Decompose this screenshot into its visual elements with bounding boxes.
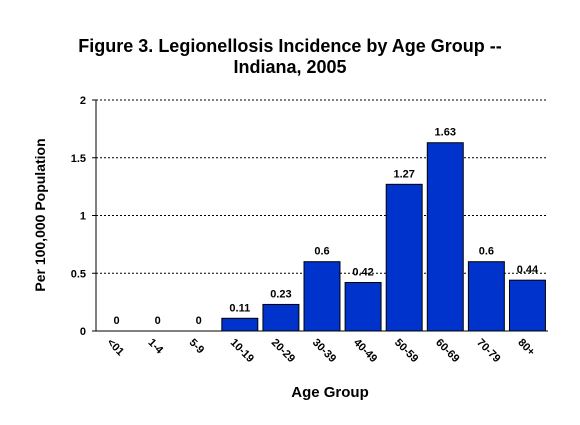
y-tick-labels: 0 0.5 1 1.5 2 (71, 95, 86, 338)
y-tick-label: 1.5 (71, 153, 86, 165)
y-tick-label: 0.5 (71, 268, 86, 280)
axes (92, 99, 548, 332)
x-tick-label: 40-49 (351, 337, 379, 365)
x-tick-label: <01 (104, 337, 126, 359)
bar (426, 142, 464, 332)
x-tick-label: 10-19 (228, 337, 256, 365)
y-tick-label: 2 (80, 95, 86, 107)
data-label: 1.63 (435, 127, 456, 139)
x-tick-labels: <01 1-4 5-9 10-19 20-29 30-39 40-49 50-59 60-69 7… (104, 337, 537, 365)
bars (221, 142, 546, 332)
x-axis-label: Age Group (291, 384, 369, 401)
bar (508, 279, 546, 332)
data-label: 0.42 (352, 266, 373, 278)
y-tick-label: 1 (80, 211, 86, 223)
y-tick-label: 0 (80, 326, 86, 338)
chart-title: Figure 3. Legionellosis Incidence by Age… (0, 36, 580, 78)
bar (344, 281, 382, 332)
data-label: 0 (155, 315, 161, 327)
data-label: 1.27 (393, 168, 414, 180)
x-tick-label: 80+ (515, 337, 537, 359)
x-tick-label: 1-4 (146, 337, 166, 357)
data-labels: 0 0 0 0.11 0.23 0.6 0.42 1.27 1.63 0.6 0.44 (113, 127, 539, 327)
chart-title-line2: Indiana, 2005 (233, 57, 347, 77)
data-label: 0.6 (314, 246, 329, 258)
data-label: 0.44 (517, 264, 539, 276)
x-tick-label: 30-39 (310, 337, 338, 365)
bar (221, 317, 259, 332)
x-tick-label: 5-9 (187, 337, 207, 357)
x-tick-label: 60-69 (433, 337, 461, 365)
data-label: 0 (196, 315, 202, 327)
bar (262, 303, 300, 332)
x-tick-label: 50-59 (392, 337, 420, 365)
data-label: 0.11 (229, 302, 250, 314)
bar (467, 261, 505, 332)
data-label: 0.6 (479, 246, 494, 258)
x-tick-label: 70-79 (474, 337, 502, 365)
bar (303, 261, 341, 332)
bar (385, 183, 423, 332)
x-tick-label: 20-29 (269, 337, 297, 365)
chart-title-line1: Figure 3. Legionellosis Incidence by Age… (78, 36, 502, 56)
y-axis-label: Per 100,000 Population (32, 138, 48, 291)
data-label: 0 (113, 315, 119, 327)
data-label: 0.23 (270, 288, 291, 300)
